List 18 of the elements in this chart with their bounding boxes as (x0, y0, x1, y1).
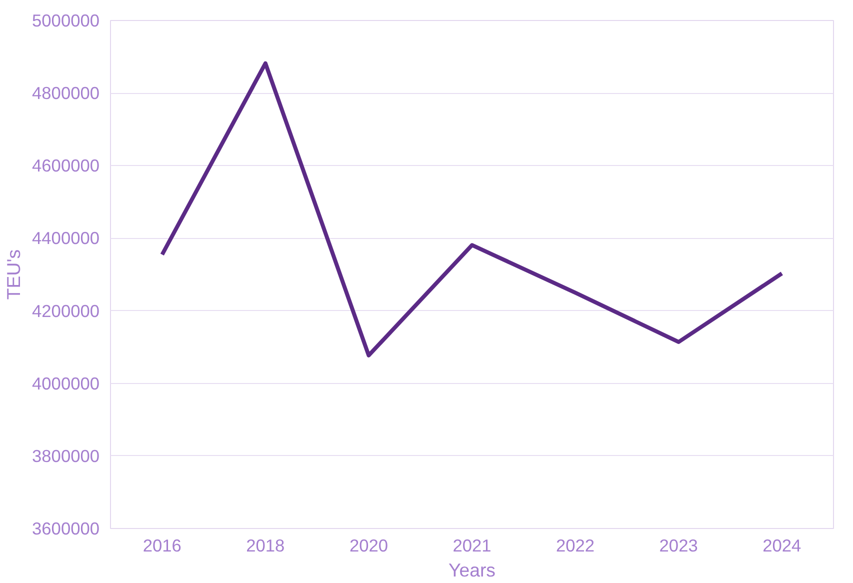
y-tick-label: 4400000 (32, 228, 100, 248)
x-tick-label: 2022 (556, 536, 595, 556)
y-tick-label: 5000000 (32, 10, 100, 30)
x-tick-label: 2020 (349, 536, 388, 556)
x-tick-label: 2024 (762, 536, 802, 556)
line-series (160, 61, 784, 358)
x-tick-label: 2016 (142, 536, 182, 556)
x-axis-title: Years (448, 560, 496, 580)
y-tick-label: 4000000 (32, 373, 100, 394)
y-tick-label: 3600000 (32, 518, 100, 538)
x-tick-label: 2021 (452, 536, 492, 556)
y-tick-label: 4200000 (32, 300, 100, 321)
y-tick-label: 3800000 (32, 446, 100, 466)
y-tick-label: 4600000 (32, 156, 100, 176)
y-tick-label: 4800000 (32, 83, 100, 104)
x-tick-label: 2018 (246, 536, 285, 556)
x-tick-label: 2023 (659, 536, 698, 556)
y-axis-title: TEU's (3, 249, 24, 300)
